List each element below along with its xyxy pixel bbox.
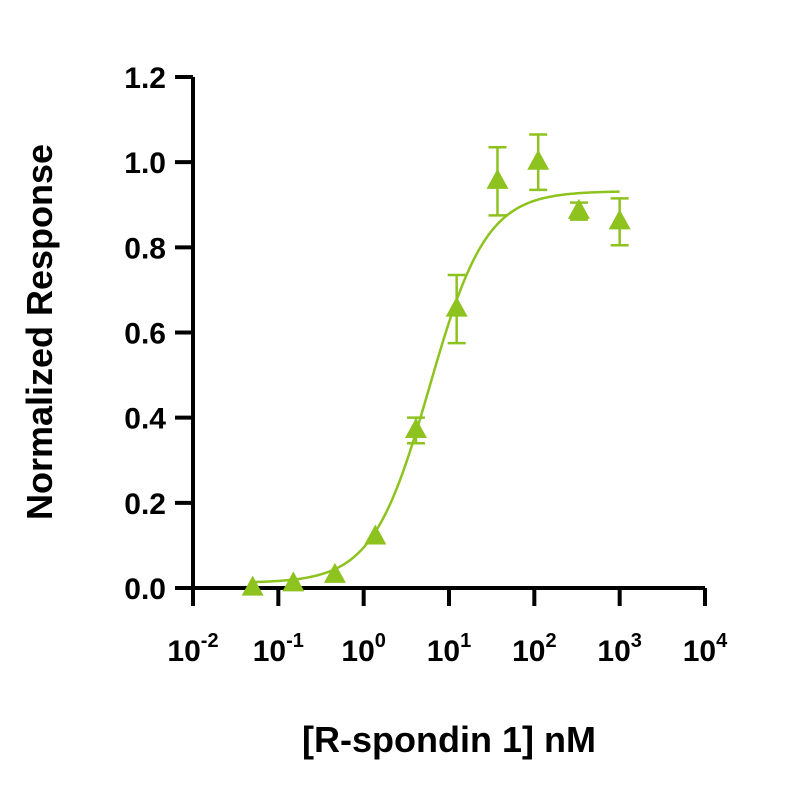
triangle-marker [282, 571, 305, 592]
triangle-marker [404, 418, 427, 439]
y-axis-ticks: 0.0 0.2 0.4 0.6 0.8 1.0 1.2 [124, 62, 193, 606]
x-tick-label: 10-1 [253, 630, 304, 668]
x-tick-base: 10 [341, 635, 374, 668]
x-tick-base: 10 [597, 635, 630, 668]
y-axis-title: Normalized Response [19, 144, 60, 520]
y-tick-label: 0.2 [124, 488, 166, 521]
data-point [404, 416, 427, 445]
y-tick-label: 0.4 [124, 403, 166, 436]
x-tick-label: 104 [683, 630, 728, 668]
data-point [364, 524, 387, 545]
x-tick-label: 102 [512, 630, 557, 668]
x-tick-exponent: 4 [716, 630, 728, 652]
x-tick-exponent: 2 [545, 630, 556, 652]
data-point [486, 146, 509, 217]
triangle-marker [608, 209, 631, 230]
x-tick-base: 10 [167, 635, 200, 668]
x-axis-title: [R-spondin 1] nM [302, 719, 596, 760]
triangle-marker [486, 168, 509, 189]
x-tick-base: 10 [427, 635, 460, 668]
x-tick-base: 10 [253, 635, 286, 668]
y-tick-label: 1.2 [124, 62, 166, 95]
data-point [323, 562, 346, 583]
data-point [527, 133, 550, 192]
triangle-marker [323, 562, 346, 583]
data-point [282, 571, 305, 592]
fit-curve [252, 190, 620, 584]
data-point [241, 575, 264, 596]
x-tick-exponent: 3 [631, 630, 642, 652]
y-tick-label: 1.0 [124, 147, 166, 180]
data-points [241, 133, 631, 596]
triangle-marker [364, 524, 387, 545]
x-tick-exponent: 1 [460, 630, 471, 652]
x-tick-label: 101 [427, 630, 472, 668]
x-axis-ticks: 10-2 10-1 100 101 102 103 104 [167, 588, 728, 668]
plot-area: 0.00.20.40.60.81.01.2 10-2 10-1 100 101 102 1… [124, 62, 728, 668]
x-tick-base: 10 [683, 635, 716, 668]
x-tick-exponent: 0 [375, 630, 386, 652]
y-tick-label: 0.0 [124, 573, 166, 606]
x-tick-label: 103 [597, 630, 642, 668]
triangle-marker [445, 296, 468, 317]
data-point [445, 273, 468, 345]
x-tick-base: 10 [512, 635, 545, 668]
triangle-marker [241, 575, 264, 596]
triangle-marker [567, 198, 590, 219]
triangle-marker [527, 149, 550, 170]
y-tick-label: 0.6 [124, 318, 166, 351]
x-tick-exponent: -1 [286, 630, 304, 652]
x-tick-exponent: -2 [201, 630, 219, 652]
data-point [567, 198, 590, 221]
x-tick-label: 100 [341, 630, 386, 668]
data-point [608, 197, 631, 247]
x-tick-label: 10-2 [167, 630, 218, 668]
y-tick-label: 0.8 [124, 232, 166, 265]
